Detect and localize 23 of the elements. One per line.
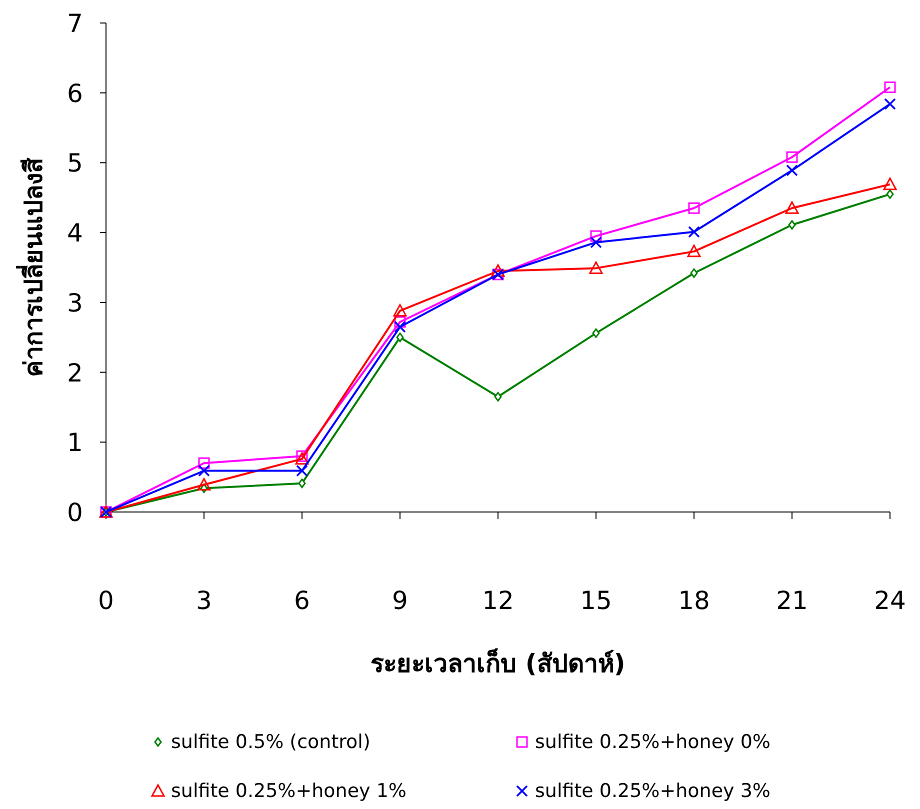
legend-label: sulfite 0.25%+honey 1%: [171, 780, 406, 802]
x-tick-label: 21: [776, 586, 808, 615]
y-tick-label: 1: [67, 428, 83, 458]
x-tick-label: 9: [392, 586, 408, 615]
y-tick-label: 2: [67, 358, 83, 388]
y-tick-label: 4: [67, 218, 83, 248]
x-tick-label: 0: [98, 586, 114, 615]
y-axis-title: ค่าการเปลี่ยนแปลงสี: [16, 157, 48, 377]
y-tick-label: 6: [67, 78, 83, 108]
y-tick-label: 5: [67, 148, 83, 178]
x-tick-label: 15: [580, 586, 612, 615]
legend-label: sulfite 0.25%+honey 3%: [535, 780, 770, 802]
x-tick-label: 6: [294, 586, 310, 615]
legend-label: sulfite 0.25%+honey 0%: [535, 731, 770, 753]
y-tick-label: 7: [67, 9, 83, 38]
x-tick-label: 3: [196, 586, 212, 615]
x-tick-label: 18: [678, 586, 710, 615]
y-tick-label: 3: [67, 288, 83, 318]
y-tick-label: 0: [67, 498, 83, 527]
legend-label: sulfite 0.5% (control): [171, 731, 370, 753]
x-axis-title: ระยะเวลาเก็บ (สัปดาห์): [370, 648, 626, 678]
x-tick-label: 24: [874, 586, 906, 615]
x-tick-label: 12: [482, 586, 514, 615]
